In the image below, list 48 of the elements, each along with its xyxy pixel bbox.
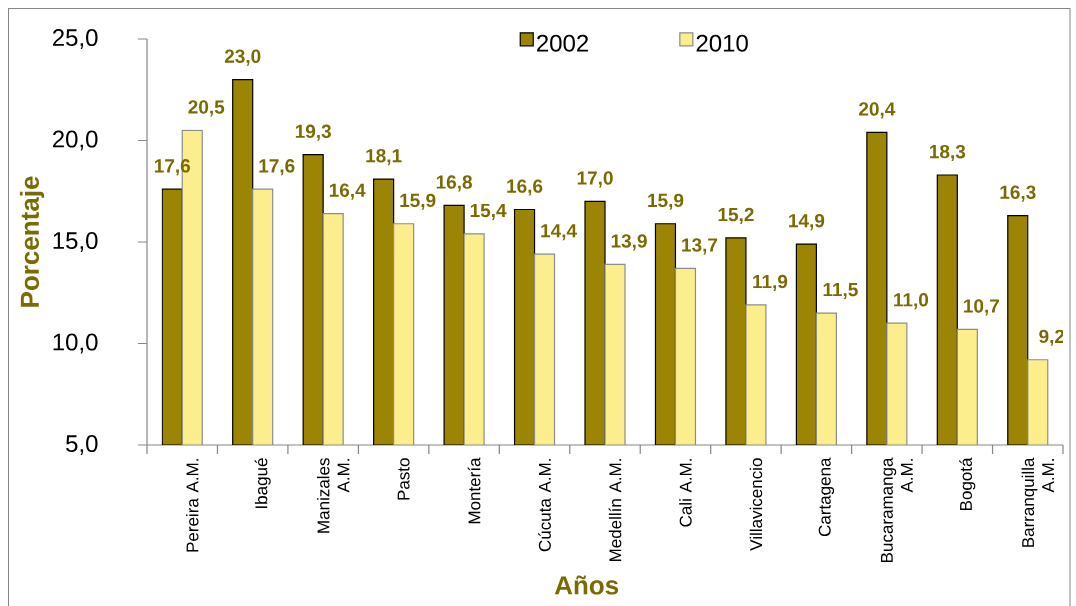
x-tick-label: Ibagué xyxy=(254,458,271,508)
data-label: 16,8 xyxy=(436,175,472,192)
x-tick-label: Montería xyxy=(467,457,481,524)
data-label: 15,4 xyxy=(470,203,507,220)
x-tick-label: Pasto xyxy=(397,458,410,500)
x-tick-label: Pereira A.M. xyxy=(186,459,199,552)
data-label: 14,9 xyxy=(789,213,825,231)
x-tick-label: Villavicencio xyxy=(749,458,763,551)
y-axis-title: Porcentaje xyxy=(19,176,45,307)
legend-label: 2002 xyxy=(537,34,589,52)
y-tick-label: 20,0 xyxy=(52,130,98,151)
x-tick-label: Cúcuta A.M. xyxy=(538,459,551,552)
x-tick-label: Manizales A.M. xyxy=(317,458,350,533)
data-label: 13,7 xyxy=(682,238,718,255)
data-label: 15,9 xyxy=(400,193,436,210)
data-label: 19,3 xyxy=(295,124,331,141)
data-label: 16,4 xyxy=(329,183,366,200)
data-label: 18,1 xyxy=(366,148,402,166)
data-label: 17,0 xyxy=(577,171,613,188)
data-label: 13,9 xyxy=(611,234,647,251)
data-label: 10,7 xyxy=(964,299,999,316)
data-label: 18,3 xyxy=(930,144,966,162)
data-label: 11,0 xyxy=(894,293,929,310)
data-label: 15,2 xyxy=(718,207,754,225)
y-tick-label: 15,0 xyxy=(53,232,98,252)
data-label: 14,4 xyxy=(541,224,577,241)
data-label: 9,2 xyxy=(1039,329,1065,346)
data-label: 20,4 xyxy=(859,102,896,119)
data-label: 17,6 xyxy=(259,159,295,176)
legend-label: 2010 xyxy=(696,34,748,52)
x-tick-label: Barranquilla A.M. xyxy=(1021,457,1054,547)
x-tick-label: Bogotá xyxy=(959,457,976,511)
data-label: 20,5 xyxy=(188,100,225,117)
x-tick-label: Cartagena xyxy=(818,457,835,537)
y-tick-label: 5,0 xyxy=(66,435,98,455)
data-label: 23,0 xyxy=(224,49,261,66)
data-label: 15,9 xyxy=(648,193,684,210)
x-axis-title: Años xyxy=(554,575,619,595)
data-label: 17,6 xyxy=(154,159,191,176)
data-label: 11,9 xyxy=(753,274,788,292)
data-label: 16,3 xyxy=(1000,185,1036,202)
data-label: 16,6 xyxy=(507,179,543,196)
data-label: 11,5 xyxy=(823,283,858,300)
x-tick-label: Medellín A.M. xyxy=(608,459,622,562)
x-tick-label: Cali A.M. xyxy=(679,459,692,527)
y-tick-label: 10,0 xyxy=(53,333,98,354)
y-tick-label: 25,0 xyxy=(52,29,98,49)
x-tick-label: Bucaramanga A.M. xyxy=(881,457,913,562)
